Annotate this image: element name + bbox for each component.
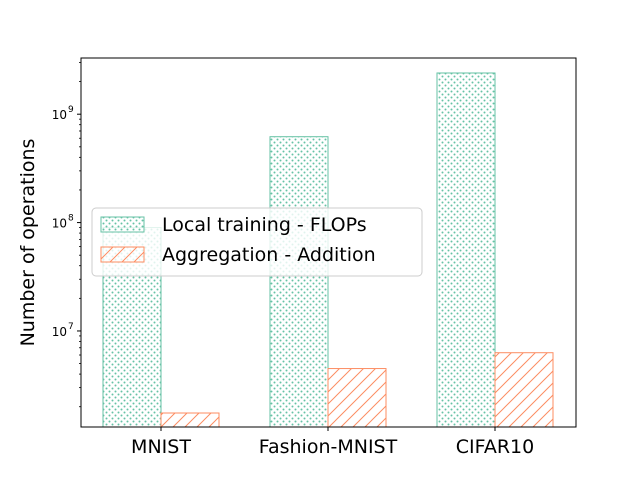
x-tick-label: Fashion-MNIST	[259, 436, 398, 458]
legend-label: Local training - FLOPs	[162, 214, 367, 236]
x-tick-label: MNIST	[131, 436, 191, 458]
legend-label: Aggregation - Addition	[162, 244, 376, 266]
legend: Local training - FLOPs Aggregation - Addi…	[91, 207, 423, 277]
axes-frame	[80, 57, 577, 428]
legend-swatch	[100, 246, 145, 263]
plot-area	[102, 72, 554, 428]
y-tick-label: 10	[52, 108, 67, 122]
bar-local-training-fashion-mnist	[269, 136, 329, 428]
bar-aggregation-cifar10	[494, 352, 554, 428]
y-axis-label: Number of operations	[17, 139, 39, 347]
y-tick-exponent: 8	[68, 214, 74, 224]
y-tick-label: 10	[52, 217, 67, 231]
legend-box	[91, 207, 423, 277]
x-tick-label: CIFAR10	[456, 436, 534, 458]
y-tick-exponent: 7	[68, 322, 74, 332]
legend-swatch	[100, 216, 145, 233]
bar-local-training-cifar10	[436, 72, 496, 428]
bar-aggregation-mnist	[160, 412, 220, 428]
y-tick-label: 10	[52, 325, 67, 339]
bar-aggregation-fashion-mnist	[327, 368, 387, 428]
y-tick-exponent: 9	[68, 105, 74, 115]
